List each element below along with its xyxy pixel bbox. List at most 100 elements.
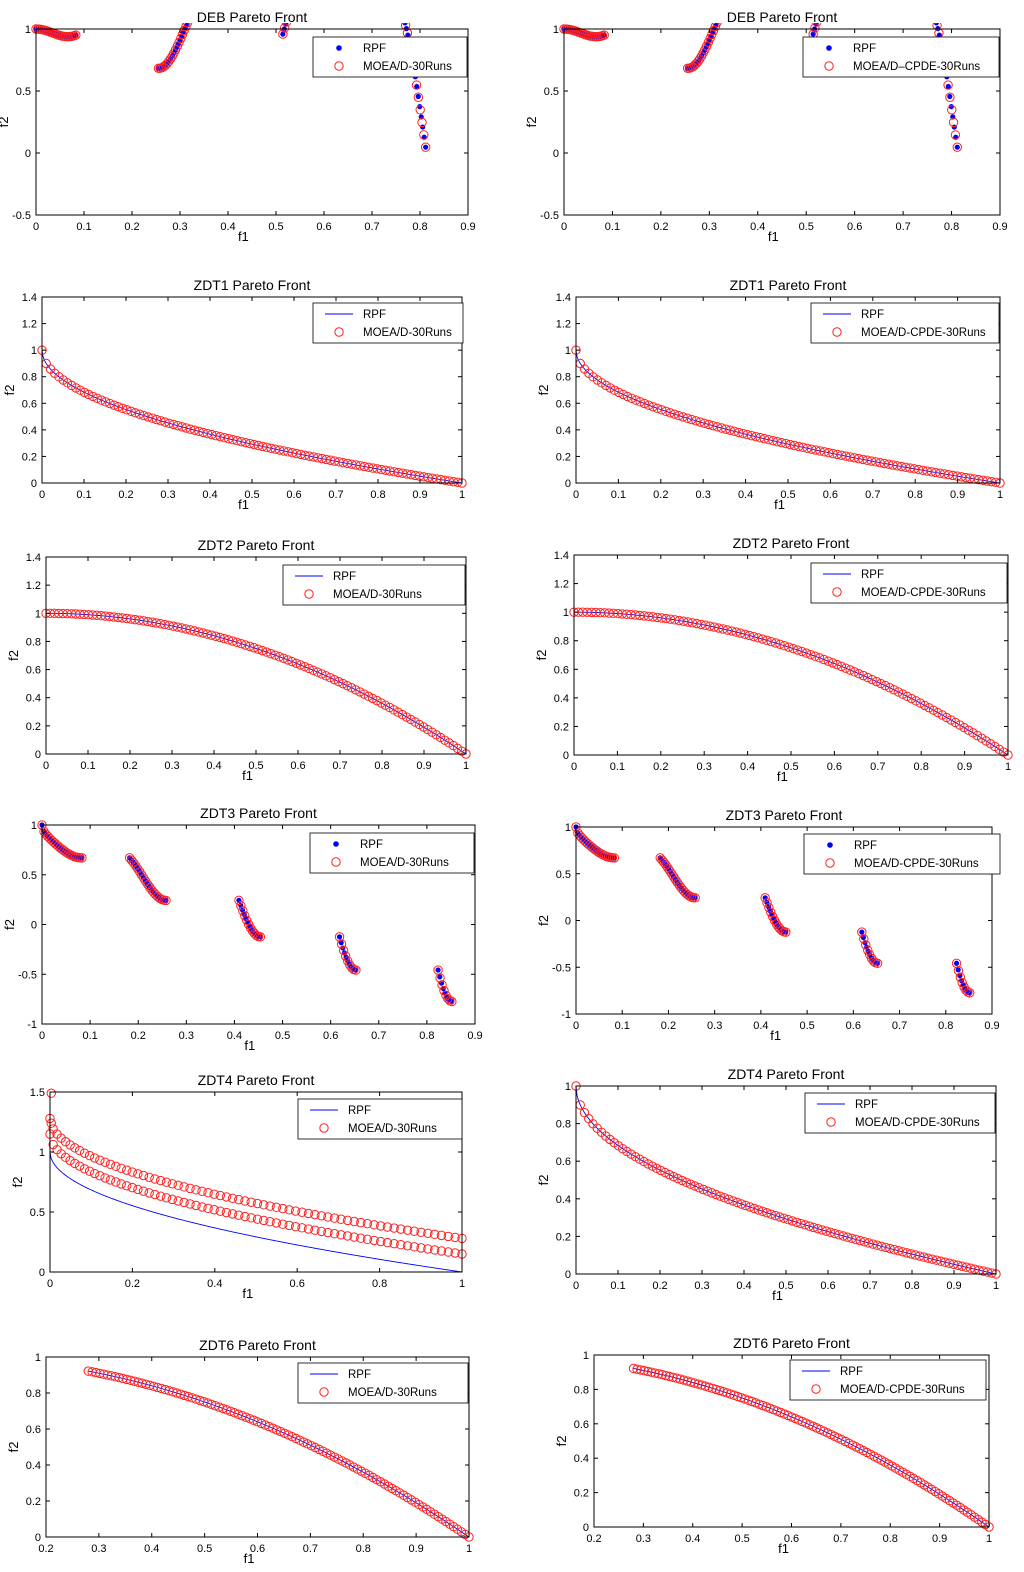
x-tick-label: 0.1 — [611, 489, 626, 501]
moead-point — [185, 424, 196, 434]
moead-point — [653, 1369, 664, 1379]
moead-point — [194, 627, 204, 637]
moead-point — [845, 665, 855, 675]
x-tick-label: 0.2 — [124, 221, 139, 233]
moead-point — [827, 658, 838, 668]
moead-point — [228, 435, 238, 445]
x-tick-label: 0.8 — [370, 489, 385, 501]
moead-point — [323, 1227, 333, 1238]
y-tick-label: 0 — [31, 478, 37, 490]
moead-point — [813, 1223, 823, 1234]
moead-point — [775, 639, 785, 650]
moead-point — [416, 1227, 426, 1237]
y-tick-label: 0.8 — [22, 372, 37, 384]
moead-point — [810, 23, 820, 33]
moead-point — [689, 1378, 700, 1388]
moead-point — [429, 1245, 440, 1255]
moead-point — [858, 670, 869, 681]
x-tick-label: 0.8 — [938, 1020, 953, 1032]
y-tick-label: -1 — [27, 1019, 37, 1031]
moead-point — [716, 23, 722, 24]
chart-title: ZDT3 Pareto Front — [726, 807, 843, 823]
y-tick-label: 0.2 — [574, 1488, 589, 1500]
rpf-point — [405, 32, 411, 38]
moead-point — [889, 1244, 899, 1255]
moead-point — [711, 1189, 721, 1200]
rpf-point — [958, 978, 965, 984]
moead-point — [221, 1207, 232, 1218]
moead-point — [707, 1383, 718, 1393]
moead-point — [271, 1202, 282, 1213]
moead-point — [79, 1148, 90, 1158]
moead-point — [336, 1230, 346, 1240]
moead-point — [221, 1192, 232, 1202]
moead-point — [156, 416, 166, 426]
moead-point — [738, 428, 748, 439]
moead-point — [945, 92, 955, 102]
y-tick-label: 0.8 — [574, 1384, 589, 1396]
moead-point — [725, 425, 735, 435]
moead-point — [757, 1206, 768, 1217]
x-tick-label: 0.3 — [694, 1280, 709, 1292]
moead-point — [880, 1242, 891, 1253]
moead-point — [253, 644, 263, 654]
x-tick-label: 0.3 — [179, 1030, 194, 1042]
moead-point — [714, 1385, 725, 1396]
moead-point — [961, 1262, 972, 1272]
legend-rpf-marker — [826, 45, 832, 51]
plot-area — [569, 607, 1013, 760]
y-axis-label: f2 — [6, 1442, 21, 1453]
y-axis-label: f2 — [536, 385, 551, 396]
moead-point — [745, 1202, 755, 1212]
moead-point — [682, 1376, 693, 1386]
rpf-point — [301, 0, 306, 3]
y-tick-label: 1 — [565, 822, 571, 834]
moead-point — [290, 1206, 301, 1216]
moead-point — [937, 710, 947, 720]
x-tick-label: 0.8 — [374, 760, 389, 772]
moead-point — [943, 80, 953, 90]
moead-point — [927, 1254, 938, 1264]
rpf-point — [449, 998, 455, 1005]
chart-panel-zdt6-right: ZDT6 Pareto Front 0.2 0.3 0.4 0.5 0.6 0.7 0.8 0.… — [554, 1335, 994, 1556]
moead-point — [278, 1203, 288, 1214]
y-tick-label: 0.8 — [556, 1119, 571, 1131]
rpf-point — [824, 0, 829, 3]
moead-point — [821, 1226, 832, 1236]
x-tick-label: 0.4 — [736, 1280, 751, 1292]
x-axis-label: f1 — [768, 229, 779, 244]
moead-point — [298, 0, 306, 3]
moead-point — [940, 1257, 950, 1267]
moead-point — [206, 630, 217, 640]
x-tick-label: 0.7 — [895, 221, 910, 233]
moead-point — [429, 1229, 440, 1240]
moead-point — [122, 1165, 132, 1175]
moead-point — [766, 1209, 776, 1219]
moead-point — [376, 1236, 386, 1247]
legend-moead-marker — [811, 1384, 821, 1394]
moead-point — [257, 645, 268, 656]
x-tick-label: 0.2 — [653, 489, 668, 501]
moead-point — [671, 1373, 682, 1383]
legend-label-rpf: RPF — [363, 309, 386, 321]
moead-point — [764, 435, 774, 445]
moead-point — [880, 680, 890, 691]
x-tick-label: 0.5 — [778, 1280, 793, 1292]
rpf-point — [298, 0, 303, 1]
legend-moead-marker — [826, 1117, 836, 1127]
moead-point — [957, 977, 967, 988]
legend-moead-marker — [832, 587, 842, 597]
moead-point — [251, 930, 262, 941]
rpf-point — [831, 0, 836, 3]
moead-point — [325, 673, 335, 683]
y-tick-label: 1 — [565, 345, 571, 357]
moead-point — [781, 927, 791, 937]
x-tick-label: 0.4 — [206, 760, 221, 772]
legend-label-rpf: RPF — [854, 840, 877, 852]
moead-point — [234, 1194, 244, 1205]
moead-point — [948, 117, 959, 128]
y-tick-label: 0.8 — [26, 1388, 41, 1400]
x-tick-label: 0 — [39, 489, 45, 501]
moead-point — [290, 1221, 301, 1232]
moead-point — [409, 1242, 420, 1252]
